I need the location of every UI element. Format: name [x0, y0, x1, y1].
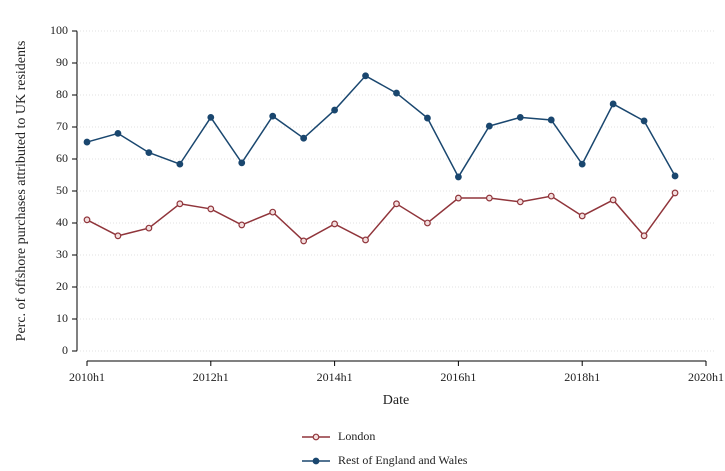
legend-marker: [312, 433, 320, 441]
point: [362, 72, 369, 80]
y-axis-title: Perc. of offshore purchases attributed t…: [14, 41, 29, 342]
point: [269, 112, 277, 120]
y-tick-label: 70: [56, 119, 68, 133]
point: [114, 129, 122, 137]
y-tick-label: 40: [56, 215, 68, 229]
y-tick-label: 100: [50, 23, 68, 37]
y-tick-label: 10: [56, 311, 68, 325]
x-tick-label: 2020h1: [688, 370, 724, 384]
point: [393, 200, 400, 208]
point: [207, 113, 215, 121]
point: [83, 138, 91, 146]
point: [269, 208, 277, 216]
y-tick-label: 60: [56, 151, 68, 165]
point: [300, 134, 308, 142]
x-tick-label: 2010h1: [69, 370, 105, 384]
point: [145, 149, 153, 157]
point: [300, 237, 308, 245]
point: [640, 117, 648, 125]
y-tick-label: 50: [56, 183, 68, 197]
point: [609, 100, 617, 108]
point: [176, 160, 184, 168]
y-tick-label: 0: [62, 343, 68, 357]
point: [331, 220, 339, 228]
point: [455, 194, 462, 202]
point: [578, 160, 586, 168]
point: [640, 232, 648, 240]
point: [516, 198, 524, 206]
point: [424, 219, 431, 227]
point: [671, 172, 679, 180]
x-tick-label: 2018h1: [564, 370, 600, 384]
series-line: [86, 74, 676, 179]
legend-label: Rest of England and Wales: [338, 453, 468, 467]
point: [238, 221, 246, 229]
y-tick-label: 30: [56, 247, 68, 261]
y-tick-label: 90: [56, 55, 68, 69]
point: [83, 216, 91, 224]
point: [516, 113, 524, 121]
x-axis-title: Date: [383, 393, 409, 408]
point: [578, 212, 586, 220]
x-tick-label: 2012h1: [193, 370, 229, 384]
point: [485, 194, 493, 202]
point: [362, 236, 369, 244]
point: [176, 200, 184, 208]
y-tick-label: 80: [56, 87, 68, 101]
point: [145, 224, 153, 232]
x-tick-label: 2014h1: [317, 370, 353, 384]
point: [609, 196, 617, 204]
point: [424, 114, 431, 122]
legend-marker: [312, 457, 320, 465]
point: [547, 192, 555, 200]
x-tick-label: 2016h1: [440, 370, 476, 384]
point: [485, 122, 493, 130]
point: [455, 173, 462, 181]
point: [671, 189, 679, 197]
y-tick-label: 20: [56, 279, 68, 293]
point: [114, 232, 122, 240]
point: [331, 106, 339, 114]
point: [238, 159, 246, 167]
legend-label: London: [338, 429, 375, 443]
point: [393, 89, 400, 97]
point: [547, 116, 555, 124]
series-line: [86, 192, 676, 242]
point: [207, 205, 215, 213]
